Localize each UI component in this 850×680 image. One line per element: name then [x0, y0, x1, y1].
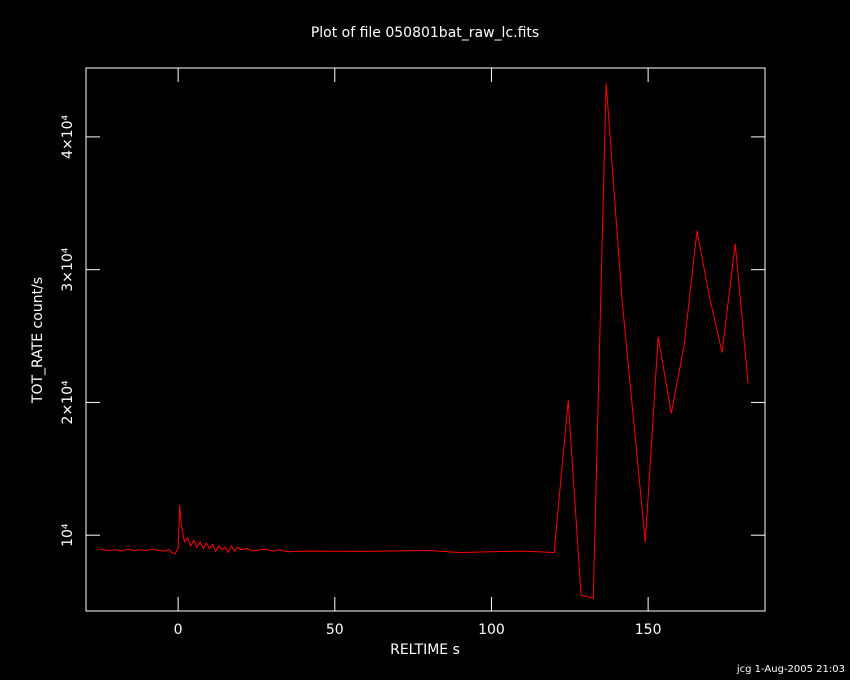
y-tick-label: 3×10⁴ — [60, 247, 76, 291]
y-tick-label: 2×10⁴ — [60, 380, 76, 424]
x-tick-label: 100 — [478, 622, 505, 638]
chart-title: Plot of file 050801bat_raw_lc.fits — [311, 25, 539, 41]
y-tick-label: 4×10⁴ — [60, 114, 76, 158]
x-tick-label: 150 — [635, 622, 662, 638]
y-axis-label: TOT_RATE count/s — [30, 277, 46, 404]
data-line — [99, 82, 749, 599]
x-tick-label: 0 — [174, 622, 183, 638]
plot-frame — [85, 67, 766, 612]
x-axis-label: RELTIME s — [390, 642, 460, 658]
footer: jcg 1-Aug-2005 21:03 — [736, 664, 845, 675]
x-tick-label: 50 — [326, 622, 344, 638]
y-tick-label: 10⁴ — [60, 523, 76, 547]
